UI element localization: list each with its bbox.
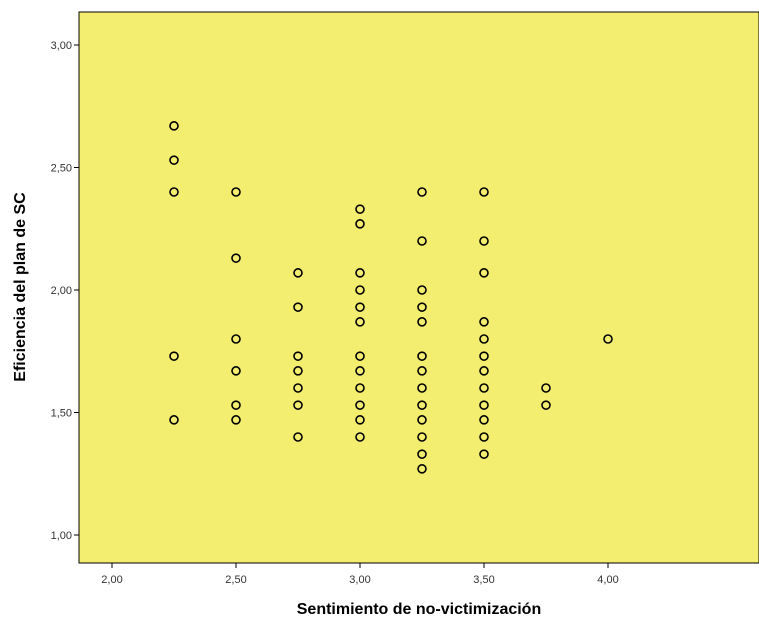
data-point — [417, 415, 427, 425]
data-point — [355, 302, 365, 312]
data-points — [169, 121, 613, 474]
data-point — [479, 432, 489, 442]
y-tick-label: 2,50 — [51, 163, 72, 175]
data-point — [479, 236, 489, 246]
data-point — [355, 415, 365, 425]
data-point — [479, 268, 489, 278]
data-point — [417, 302, 427, 312]
data-point — [479, 317, 489, 327]
data-point — [231, 334, 241, 344]
data-point — [293, 351, 303, 361]
data-point — [231, 187, 241, 197]
x-axis-title: Sentimiento de no-victimización — [297, 601, 541, 618]
x-tick-label: 3,00 — [349, 574, 370, 586]
y-tick-label: 2,00 — [51, 285, 72, 297]
data-point — [293, 432, 303, 442]
data-point — [355, 383, 365, 393]
data-point — [479, 334, 489, 344]
data-point — [417, 449, 427, 459]
data-point — [231, 253, 241, 263]
data-point — [355, 285, 365, 295]
data-point — [417, 383, 427, 393]
x-tick-label: 2,00 — [101, 574, 122, 586]
data-point — [479, 415, 489, 425]
data-point — [355, 366, 365, 376]
data-point — [231, 366, 241, 376]
data-point — [293, 366, 303, 376]
data-point — [417, 351, 427, 361]
data-point — [479, 366, 489, 376]
data-point — [355, 351, 365, 361]
x-tick-label: 2,50 — [225, 574, 246, 586]
axis-ticks: 2,00 2,50 3,00 3,50 4,00 1,00 1,50 2,00 2,50 3,00 — [51, 40, 619, 586]
data-point — [417, 432, 427, 442]
data-point — [541, 383, 551, 393]
data-point — [417, 236, 427, 246]
data-point — [231, 400, 241, 410]
data-point — [479, 383, 489, 393]
data-point — [479, 351, 489, 361]
data-point — [355, 204, 365, 214]
data-point — [355, 219, 365, 229]
data-point — [293, 383, 303, 393]
data-point — [417, 464, 427, 474]
data-point — [417, 366, 427, 376]
data-point — [169, 415, 179, 425]
y-axis-title: Eficiencia del plan de SC — [12, 192, 29, 382]
data-point — [479, 449, 489, 459]
data-point — [417, 187, 427, 197]
data-point — [231, 415, 241, 425]
data-point — [293, 302, 303, 312]
data-point — [293, 400, 303, 410]
data-point — [293, 268, 303, 278]
data-point — [479, 187, 489, 197]
data-point — [355, 432, 365, 442]
data-point — [355, 268, 365, 278]
data-point — [603, 334, 613, 344]
data-point — [355, 400, 365, 410]
data-point — [417, 317, 427, 327]
data-point — [169, 351, 179, 361]
data-point — [355, 317, 365, 327]
data-point — [417, 285, 427, 295]
data-point — [169, 187, 179, 197]
y-tick-label: 1,50 — [51, 408, 72, 420]
data-point — [417, 400, 427, 410]
y-tick-label: 1,00 — [51, 530, 72, 542]
x-tick-label: 3,50 — [473, 574, 494, 586]
data-point — [479, 400, 489, 410]
data-point — [169, 155, 179, 165]
data-point — [169, 121, 179, 131]
x-tick-label: 4,00 — [597, 574, 618, 586]
data-point — [541, 400, 551, 410]
y-tick-label: 3,00 — [51, 40, 72, 52]
